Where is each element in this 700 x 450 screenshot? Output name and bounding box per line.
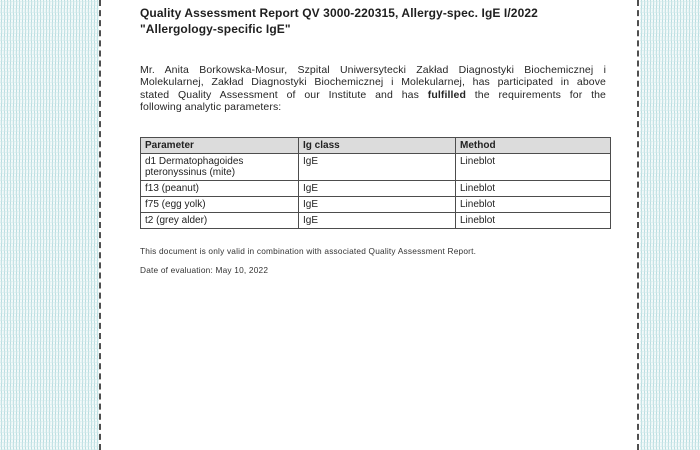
evaluation-date: Date of evaluation: May 10, 2022 [140, 265, 269, 275]
table-cell: Lineblot [455, 153, 611, 181]
column-header: Parameter [140, 137, 299, 154]
table-cell: d1 Dermatophagoides pteronyssinus (mite) [140, 153, 299, 181]
table-cell: IgE [298, 153, 456, 181]
table-cell: Lineblot [455, 180, 611, 197]
body-text: Mr. Anita Borkowska-Mosur, Szpital Uniwe… [140, 64, 606, 76]
body-text: stated Quality Assessment of our Institu… [140, 88, 428, 101]
page-left-edge [99, 0, 101, 450]
document-page: Quality Assessment Report QV 3000-220315… [101, 0, 637, 450]
table-cell: t2 (grey alder) [140, 212, 299, 229]
body-text: the requirements for the [465, 88, 606, 101]
table-cell: IgE [298, 196, 456, 213]
participation-paragraph: Mr. Anita Borkowska-Mosur, Szpital Uniwe… [140, 64, 606, 114]
document-title: Quality Assessment Report QV 3000-220315… [140, 6, 610, 37]
title-line-1: Quality Assessment Report QV 3000-220315… [140, 6, 538, 20]
parameters-table: Parameter Ig class Method d1 Dermatophagoi… [140, 137, 611, 229]
table-cell: Lineblot [455, 196, 611, 213]
table-cell: f75 (egg yolk) [140, 196, 299, 213]
table-cell: Lineblot [455, 212, 611, 229]
table-row: f75 (egg yolk) IgE Lineblot [140, 196, 611, 213]
paragraph-line: Mr. Anita Borkowska-Mosur, Szpital Uniwe… [140, 64, 606, 76]
security-pattern-left [0, 0, 99, 450]
table-cell: f13 (peanut) [140, 180, 299, 197]
column-header: Method [455, 137, 611, 154]
table-cell: IgE [298, 212, 456, 229]
page-right-edge [637, 0, 639, 450]
validity-note: This document is only valid in combinati… [140, 246, 477, 256]
table-row: f13 (peanut) IgE Lineblot [140, 180, 611, 197]
paragraph-line: stated Quality Assessment of our Institu… [140, 89, 606, 101]
body-text: Molekularnej, Zakład Diagnostyki Biochem… [140, 76, 606, 89]
guilloche-pattern-svg [0, 0, 99, 450]
table-row: d1 Dermatophagoides pteronyssinus (mite)… [140, 153, 611, 181]
paragraph-line: Molekularnej, Zakład Diagnostyki Biochem… [140, 76, 606, 88]
column-header: Ig class [298, 137, 456, 154]
table-header-row: Parameter Ig class Method [140, 137, 611, 154]
guilloche-pattern-svg [640, 0, 700, 450]
emphasized-text: fulfilled [427, 88, 466, 101]
security-pattern-right [640, 0, 700, 450]
table-row: t2 (grey alder) IgE Lineblot [140, 212, 611, 229]
paragraph-line: following analytic parameters: [140, 101, 606, 113]
body-text: following analytic parameters: [140, 101, 282, 114]
title-line-2: "Allergology-specific IgE" [140, 21, 291, 36]
table-cell: IgE [298, 180, 456, 197]
